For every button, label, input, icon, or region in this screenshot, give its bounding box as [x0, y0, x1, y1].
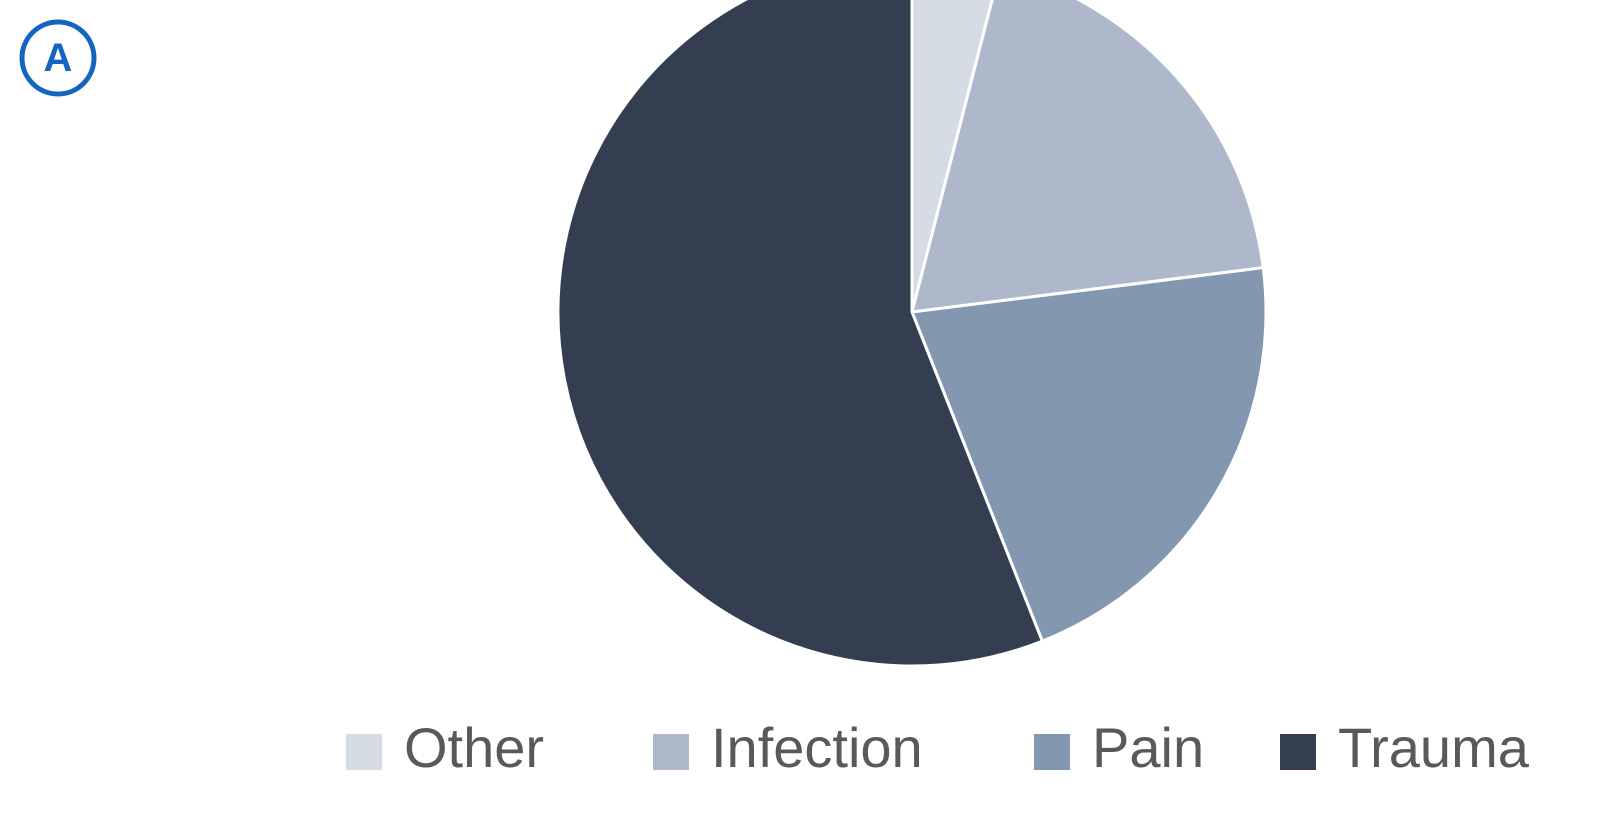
pie-slice	[556, 0, 1045, 668]
legend-swatch	[1280, 734, 1316, 770]
legend-swatch	[653, 734, 689, 770]
pie-slice	[909, 265, 1268, 644]
badge-circle	[19, 19, 97, 97]
legend-label: Infection	[711, 716, 923, 779]
pie-slice	[909, 0, 1265, 314]
legend-label: Other	[404, 716, 544, 779]
legend-label: Trauma	[1338, 716, 1530, 779]
legend-label: Pain	[1092, 716, 1204, 779]
legend-swatch	[1034, 734, 1070, 770]
pie-slice	[910, 0, 994, 313]
badge-label: A	[44, 36, 73, 80]
legend-swatch	[346, 734, 382, 770]
